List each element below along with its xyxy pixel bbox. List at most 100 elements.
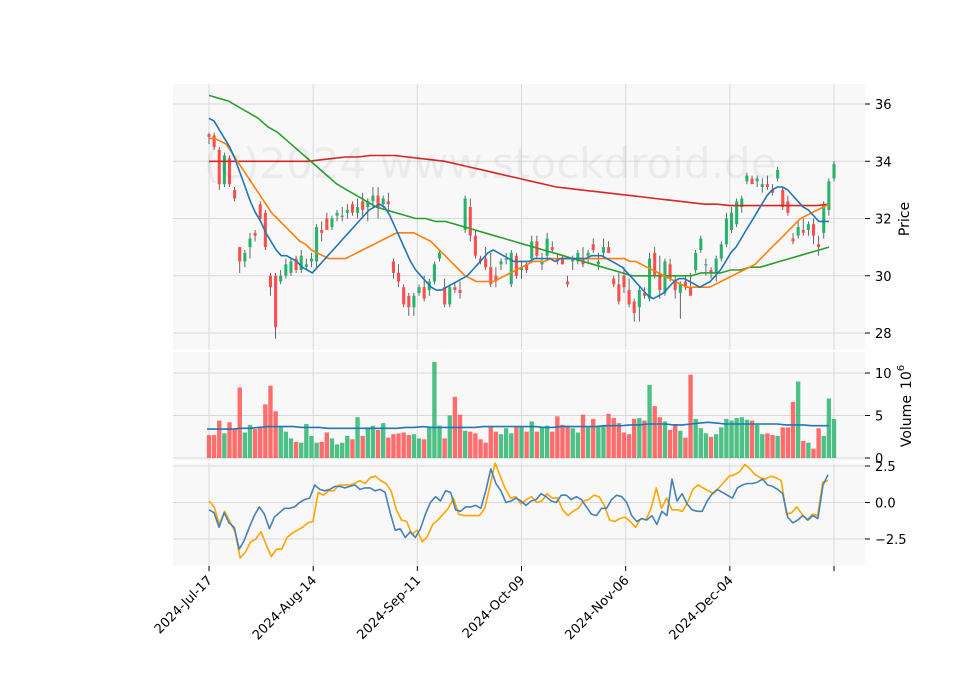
candle-body — [653, 252, 657, 276]
candle-body — [796, 227, 800, 236]
volume-bar — [437, 425, 442, 458]
volume-bar — [657, 417, 662, 458]
candle-body — [683, 281, 687, 288]
volume-bar — [381, 423, 386, 458]
volume-bar — [683, 437, 688, 458]
volume-axis-tick-label: 0 — [875, 452, 883, 467]
candle-body — [417, 287, 421, 293]
date-axis-tick-label: 2024-Sep-11 — [355, 573, 425, 643]
volume-bar — [621, 432, 627, 458]
volume-bar — [795, 381, 801, 458]
candle-body — [545, 238, 549, 256]
volume-bar — [304, 424, 309, 458]
volume-bar — [806, 442, 811, 458]
candle-body — [253, 232, 257, 236]
volume-bar — [503, 428, 509, 458]
price-axis-tick-label: 34 — [875, 155, 892, 170]
volume-bar — [632, 418, 637, 458]
volume-bar — [550, 431, 555, 458]
volume-bar — [544, 425, 550, 458]
volume-axis-exponent-base: 10 — [899, 371, 915, 389]
candle-body — [622, 275, 626, 288]
volume-bar — [765, 433, 770, 458]
candle-body — [822, 204, 826, 233]
volume-bar — [432, 361, 437, 458]
candle-body — [694, 252, 698, 271]
candle-body — [356, 207, 360, 213]
candle-body — [765, 184, 769, 188]
candle-body — [668, 264, 672, 279]
candle-body — [770, 189, 775, 193]
candle-body — [422, 287, 426, 299]
price-axis-tick-label: 32 — [875, 213, 892, 228]
candle-body — [274, 275, 278, 328]
candle-body — [335, 212, 339, 216]
candle-body — [750, 178, 754, 185]
volume-bar — [575, 432, 581, 458]
candle-body — [530, 241, 534, 259]
candle-body — [550, 247, 554, 250]
candle-body — [755, 178, 759, 182]
candle-body — [309, 258, 313, 262]
volume-bar — [457, 414, 463, 458]
volume-bar — [539, 426, 545, 458]
volume-panel-background — [173, 352, 865, 461]
volume-bar — [637, 418, 642, 458]
date-axis-tick-label: 2024-Oct-09 — [460, 573, 528, 641]
volume-bar — [509, 433, 514, 458]
volume-bar — [227, 422, 232, 458]
volume-bar — [616, 423, 622, 458]
volume-bar — [370, 425, 376, 458]
volume-axis-tick-label: 5 — [875, 410, 883, 425]
price-axis-tick-label: 28 — [875, 327, 892, 342]
volume-bar — [258, 426, 263, 458]
candle-body — [463, 198, 467, 230]
candle-body — [791, 238, 795, 242]
volume-bar — [421, 439, 427, 458]
volume-bar — [217, 420, 222, 458]
volume-axis-label: Volume 106 — [896, 365, 915, 447]
candle-body — [817, 244, 821, 248]
candle-body — [432, 264, 436, 282]
candle-body — [504, 258, 508, 260]
volume-bar — [529, 421, 534, 458]
candle-body — [304, 264, 308, 268]
candle-body — [658, 272, 662, 291]
volume-bar — [708, 436, 714, 458]
oscillator-axis-tick-label: −2.5 — [875, 533, 907, 548]
candle-body — [484, 258, 488, 268]
candle-body — [330, 218, 334, 228]
candle-body — [458, 290, 462, 293]
volume-bar — [749, 420, 755, 458]
date-axis-tick-label: 2024-Nov-06 — [562, 573, 632, 643]
candle-body — [248, 238, 252, 248]
volume-bar — [288, 438, 294, 458]
volume-bar — [360, 435, 365, 458]
volume-bar — [611, 418, 616, 458]
volume-bar — [473, 433, 478, 458]
candle-body — [402, 287, 406, 305]
volume-bar — [703, 433, 709, 458]
candle-body — [233, 189, 237, 199]
volume-bar — [324, 432, 330, 458]
volume-axis-label-text: Volume — [899, 395, 915, 447]
volume-bar — [416, 438, 422, 458]
volume-bar — [242, 432, 248, 458]
candle-body — [709, 270, 713, 273]
candle-body — [519, 267, 524, 271]
candle-body — [730, 212, 734, 230]
candle-body — [740, 198, 744, 208]
candle-body — [724, 218, 728, 245]
volume-bar — [406, 435, 411, 458]
candle-body — [350, 204, 354, 213]
candle-body — [827, 181, 831, 210]
volume-bar — [206, 435, 212, 458]
volume-bar — [744, 419, 750, 458]
volume-bar — [724, 418, 729, 458]
oscillator-panel: 2.5 0.0 −2.5 — [173, 460, 907, 566]
volume-bar — [411, 434, 417, 458]
volume-bar — [739, 417, 744, 458]
candle-body — [243, 252, 247, 262]
oscillator-axis-tick-label: 2.5 — [875, 460, 896, 475]
